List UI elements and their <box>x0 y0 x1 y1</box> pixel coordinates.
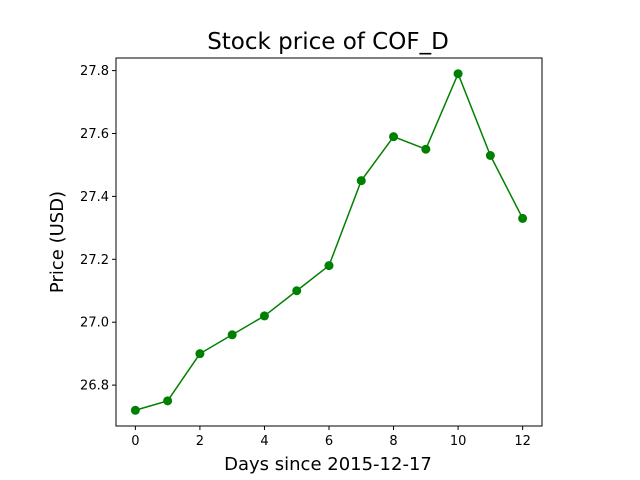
data-point <box>453 69 463 79</box>
y-axis-label: Price (USD) <box>47 191 68 293</box>
y-tick-label: 27.4 <box>80 190 109 205</box>
data-point <box>195 349 205 359</box>
data-point <box>518 213 528 223</box>
data-point <box>389 132 399 142</box>
data-point <box>356 176 366 186</box>
x-tick-label: 6 <box>325 434 333 449</box>
x-tick-label: 0 <box>131 434 139 449</box>
plot-frame <box>115 57 543 427</box>
x-axis-label: Days since 2015-12-17 <box>224 454 432 475</box>
series-layer <box>130 69 528 415</box>
data-point <box>292 286 302 296</box>
data-point <box>421 144 431 154</box>
x-tick-label: 2 <box>196 434 204 449</box>
data-point <box>163 396 173 406</box>
x-tick-label: 10 <box>450 434 467 449</box>
chart-title: Stock price of COF_D <box>207 29 449 55</box>
y-tick-label: 27.6 <box>80 127 109 142</box>
y-tick-label: 27.0 <box>80 316 109 331</box>
data-point <box>227 330 237 340</box>
y-tick-label: 27.8 <box>80 64 109 79</box>
y-tick-label: 27.2 <box>80 253 109 268</box>
data-point <box>485 151 495 161</box>
data-point <box>130 405 140 415</box>
x-tick-label: 12 <box>514 434 531 449</box>
data-point <box>324 261 334 271</box>
y-axis-ticks: 26.8 27.0 27.2 27.4 27.6 27.8 <box>80 64 116 394</box>
data-point <box>259 311 269 321</box>
y-tick-label: 26.8 <box>80 379 109 394</box>
x-tick-label: 4 <box>260 434 268 449</box>
x-tick-label: 8 <box>389 434 397 449</box>
x-axis-ticks: 0 2 4 6 8 10 12 <box>131 426 531 449</box>
